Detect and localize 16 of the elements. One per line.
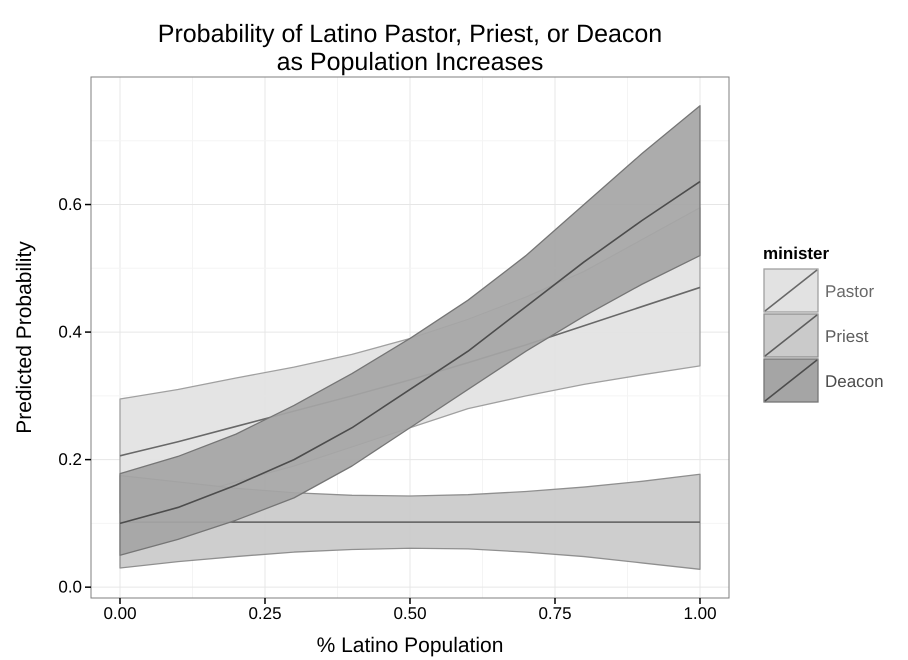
text: Pastor <box>825 282 874 301</box>
y-axis-title: Predicted Probability <box>13 240 36 434</box>
y-tick-label: 0.4 <box>58 322 82 342</box>
y-tick-label: 0.2 <box>58 450 82 470</box>
text: Deacon <box>825 372 884 391</box>
x-tick-label: 0.00 <box>103 604 137 624</box>
y-tick-label: 0.6 <box>58 194 82 214</box>
chart-title: Probability of Latino Pastor, Priest, or Deacon as Population Increases <box>158 20 662 76</box>
text: Priest <box>825 327 869 346</box>
x-tick-label: 0.75 <box>538 604 572 624</box>
y-tick-label: 0.0 <box>58 578 82 597</box>
x-axis-title: % Latino Population <box>316 634 504 657</box>
x-tick-label: 0.50 <box>393 604 427 624</box>
x-tick-label: 0.25 <box>248 604 282 624</box>
legend-title: minister <box>763 244 830 263</box>
x-tick-label: 1.00 <box>683 604 717 624</box>
